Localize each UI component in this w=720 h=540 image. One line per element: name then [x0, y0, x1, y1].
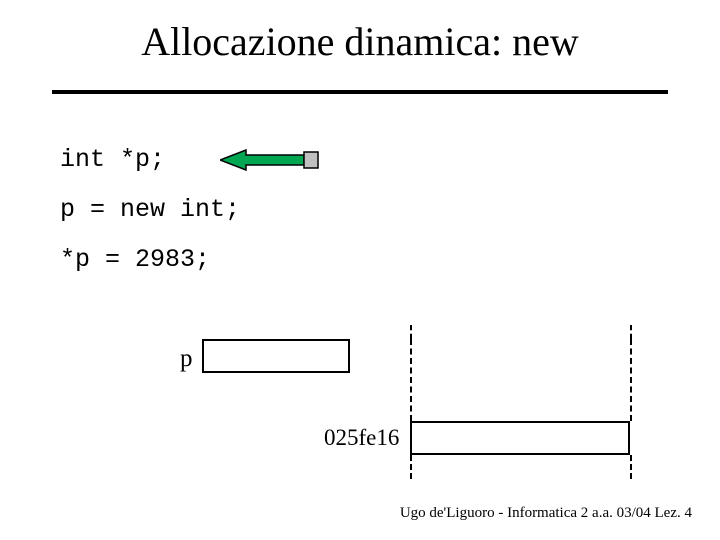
slide-title: Allocazione dinamica: new [0, 18, 720, 65]
pointer-var-box [202, 339, 350, 373]
slide: Allocazione dinamica: new int *p; p = ne… [0, 0, 720, 540]
code-line-3: *p = 2983; [60, 245, 210, 274]
memory-column-left-dash [410, 339, 412, 421]
arrow-tail [304, 152, 318, 168]
memory-column-right-dash [630, 325, 632, 339]
code-line-1: int *p; [60, 145, 165, 174]
title-rule [52, 90, 668, 94]
memory-column-left-dash [410, 455, 412, 479]
memory-cell-box [410, 421, 630, 455]
code-line-2: p = new int; [60, 195, 240, 224]
memory-column-left-dash [410, 325, 412, 339]
arrow-body [220, 150, 304, 170]
memory-diagram: p 025fe16 [180, 325, 650, 485]
pointer-var-label: p [180, 345, 193, 373]
memory-address-label: 025fe16 [324, 425, 399, 451]
pointer-arrow-icon [220, 148, 330, 172]
slide-footer: Ugo de'Liguoro - Informatica 2 a.a. 03/0… [400, 505, 692, 522]
memory-column-right-dash [630, 339, 632, 421]
memory-column-right-dash [630, 455, 632, 479]
